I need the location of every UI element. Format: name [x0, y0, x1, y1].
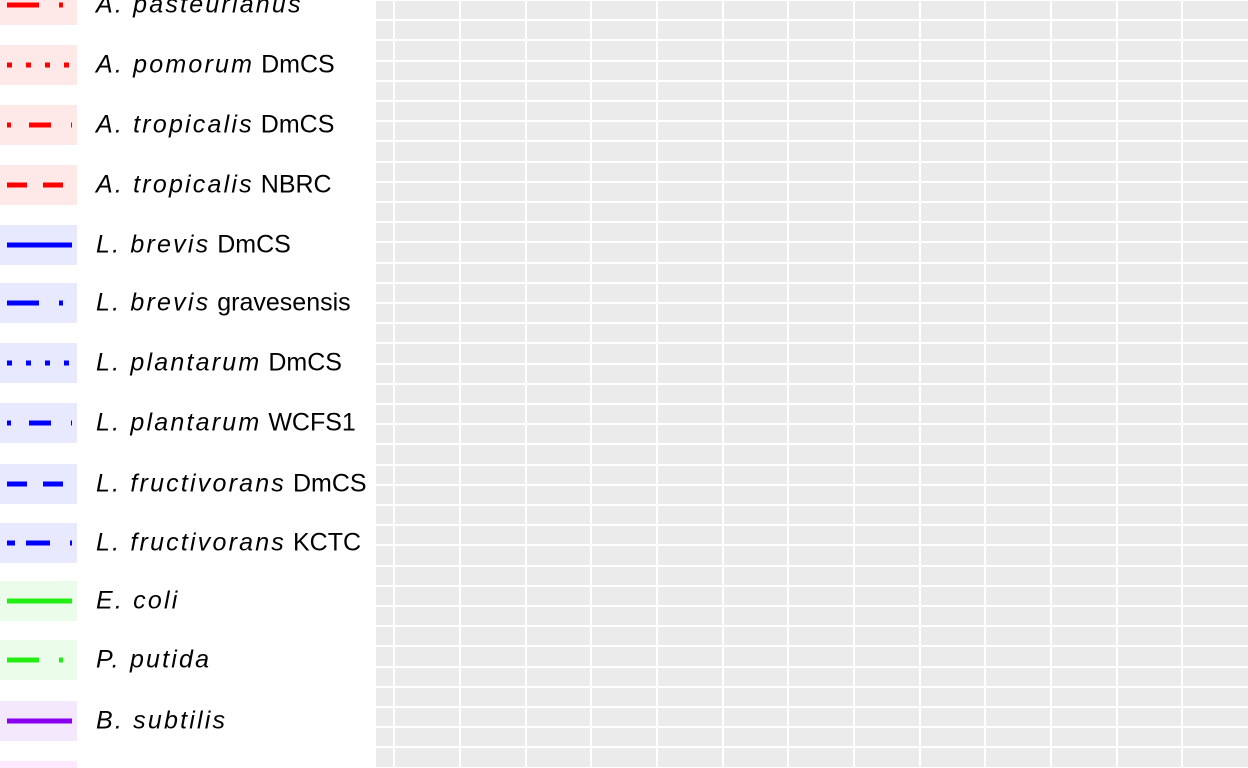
legend-strain: DmCS	[261, 50, 335, 79]
legend-label: P. putida	[96, 645, 212, 674]
legend-strain: DmCS	[268, 348, 342, 377]
legend-label: L. plantarum DmCS	[96, 348, 342, 377]
legend-item: A. tropicalis DmCS	[0, 105, 376, 145]
legend-species: L. plantarum	[96, 348, 262, 377]
legend-item: P. putida	[0, 640, 376, 680]
legend-species: E. coli	[96, 586, 180, 615]
legend-item: A. pasteurianus	[0, 0, 376, 25]
plot-panel	[376, 0, 1248, 768]
legend-species: L. plantarum	[96, 408, 262, 437]
legend-label: L. fructivorans DmCS	[96, 469, 367, 498]
legend-strain: DmCS	[217, 230, 291, 259]
legend-label: A. tropicalis NBRC	[96, 170, 332, 199]
legend-key	[0, 0, 77, 25]
legend-key	[0, 640, 77, 680]
legend-species: A. pasteurianus	[96, 0, 303, 19]
legend-key	[0, 343, 77, 383]
legend-item: L. plantarum WCFS1	[0, 403, 376, 443]
legend-species: L. fructivorans	[96, 528, 287, 557]
legend-item: L. fructivorans DmCS	[0, 464, 376, 504]
legend-item: E. coli	[0, 581, 376, 621]
legend-species: L. brevis	[96, 230, 211, 259]
legend-key	[0, 403, 77, 443]
legend-item: L. plantarum DmCS	[0, 343, 376, 383]
legend-strain: DmCS	[260, 110, 335, 139]
legend-key	[0, 581, 77, 621]
legend-item: A. pomorum DmCS	[0, 45, 376, 85]
legend-species: A. tropicalis	[96, 170, 254, 199]
legend-label: L. brevis DmCS	[96, 230, 291, 259]
legend-species: B. subtilis	[96, 706, 228, 735]
legend-key	[0, 225, 77, 265]
legend-key	[0, 523, 77, 563]
legend-label: B. subtilis	[96, 706, 228, 735]
legend-species: L. brevis	[96, 288, 211, 317]
legend-label: L. fructivorans KCTC	[96, 528, 362, 557]
legend-label: A. tropicalis DmCS	[96, 110, 335, 139]
legend-label: E. coli	[96, 586, 180, 615]
legend-key	[0, 283, 77, 323]
legend: A. pasteurianus A. pomorum DmCS A. tropica…	[0, 0, 376, 768]
legend-key	[0, 761, 77, 768]
legend-item: A. tropicalis NBRC	[0, 165, 376, 205]
legend-strain: WCFS1	[268, 408, 356, 437]
legend-label: A. pasteurianus	[96, 0, 303, 18]
legend-key	[0, 165, 77, 205]
legend-key	[0, 464, 77, 504]
legend-item: L. brevis gravesensis	[0, 283, 376, 323]
legend-item: L. fructivorans KCTC	[0, 523, 376, 563]
legend-key	[0, 105, 77, 145]
legend-species: P. putida	[96, 645, 212, 674]
legend-species: A. pomorum	[96, 50, 255, 79]
legend-item	[0, 761, 376, 768]
legend-item: B. subtilis	[0, 701, 376, 741]
legend-strain: KCTC	[292, 528, 362, 557]
legend-strain: gravesensis	[217, 288, 351, 317]
legend-species: L. fructivorans	[96, 469, 287, 498]
legend-item: L. brevis DmCS	[0, 225, 376, 265]
legend-label: L. plantarum WCFS1	[96, 408, 356, 437]
legend-strain: DmCS	[292, 469, 367, 498]
legend-label: A. pomorum DmCS	[96, 50, 335, 79]
legend-key	[0, 701, 77, 741]
legend-key	[0, 45, 77, 85]
legend-strain: NBRC	[260, 170, 332, 199]
legend-label: L. brevis gravesensis	[96, 288, 351, 317]
legend-species: A. tropicalis	[96, 110, 254, 139]
